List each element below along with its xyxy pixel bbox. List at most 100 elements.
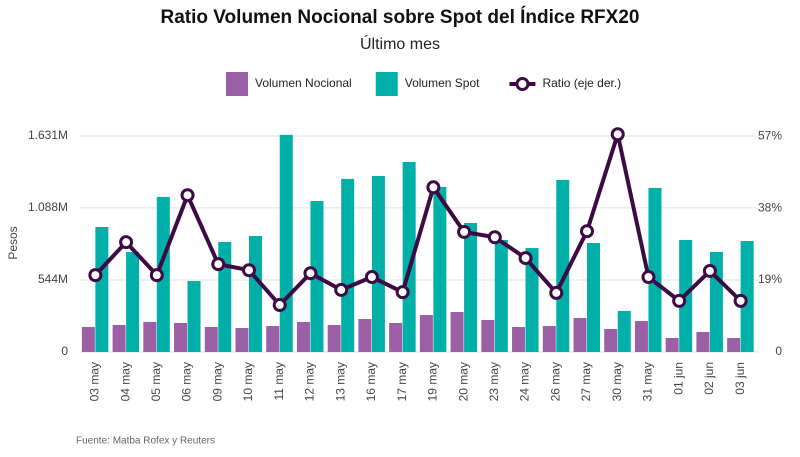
bar	[204, 326, 218, 352]
bar	[525, 248, 539, 352]
bar	[249, 235, 262, 352]
y2-tick-label: 19%	[758, 272, 782, 286]
x-tick-label: 20 may	[456, 362, 470, 401]
bar	[481, 319, 495, 352]
ratio-point	[580, 224, 594, 239]
ratio-point	[364, 270, 379, 285]
bar	[740, 241, 754, 352]
x-tick-label: 12 may	[303, 362, 317, 401]
x-tick-label: 30 may	[610, 362, 624, 401]
x-tick-label: 23 may	[487, 362, 501, 401]
legend-label: Volumen Spot	[405, 76, 480, 90]
ratio-point	[610, 127, 625, 142]
ratio-point	[426, 180, 441, 195]
ratio-point	[272, 298, 287, 313]
bar	[266, 326, 280, 352]
legend-label: Ratio (eje der.)	[542, 76, 621, 90]
x-tick-label: 24 may	[518, 362, 532, 401]
ratio-point	[641, 270, 656, 285]
bar	[279, 134, 293, 352]
chart-title: Ratio Volumen Nocional sobre Spot del Ín…	[161, 6, 640, 28]
bar	[389, 322, 403, 352]
bar	[604, 328, 618, 352]
bar	[126, 252, 140, 352]
legend-marker	[515, 77, 530, 91]
y-tick-label: 544M	[38, 272, 68, 286]
ratio-point	[180, 188, 195, 203]
ratio-point	[487, 230, 502, 245]
ratio-point	[518, 251, 533, 266]
x-tick-label: 04 may	[118, 362, 132, 401]
bar	[494, 239, 508, 352]
ratio-point	[457, 224, 472, 239]
y2-tick-label: 57%	[758, 128, 782, 142]
chart-subtitle: Último mes	[360, 34, 440, 53]
bar	[95, 226, 109, 352]
bar	[665, 337, 679, 352]
x-tick-label: 17 may	[395, 362, 409, 401]
bar	[81, 326, 95, 352]
y2-tick-label: 0	[775, 344, 782, 358]
x-tick-label: 02 jun	[702, 362, 716, 395]
ratio-point	[733, 293, 748, 308]
bar	[464, 223, 478, 352]
x-tick-label: 09 may	[210, 362, 224, 401]
y-tick-label: 0	[61, 344, 68, 358]
ratio-point	[549, 285, 564, 300]
ratio-point	[395, 285, 410, 300]
ratio-point	[242, 263, 256, 278]
bar	[341, 178, 355, 352]
bar	[112, 324, 126, 352]
bar	[235, 328, 249, 352]
bar	[187, 281, 201, 352]
ratio-point	[334, 282, 349, 297]
bar	[143, 321, 157, 352]
bar	[358, 319, 372, 352]
bar	[371, 176, 385, 352]
x-tick-label: 05 may	[149, 362, 163, 401]
ratio-point	[672, 293, 687, 308]
bar	[587, 243, 600, 352]
x-tick-label: 26 may	[548, 362, 562, 401]
ratio-point	[211, 257, 226, 272]
bar	[634, 321, 648, 352]
ratio-point	[702, 263, 717, 278]
bar	[402, 161, 416, 352]
bar	[556, 179, 570, 352]
ratio-point	[88, 268, 103, 283]
x-tick-label: 03 jun	[733, 362, 747, 395]
bar	[327, 324, 341, 352]
x-tick-label: 31 may	[641, 362, 655, 401]
bar	[648, 187, 662, 352]
y2-tick-label: 38%	[758, 200, 782, 214]
bar	[433, 186, 447, 352]
x-tick-label: 19 may	[426, 362, 440, 401]
x-tick-label: 06 may	[180, 362, 194, 401]
y-tick-label: 1.631M	[28, 128, 68, 142]
bar	[617, 310, 631, 352]
ratio-point	[303, 266, 318, 281]
x-tick-label: 16 may	[364, 362, 378, 401]
x-tick-label: 27 may	[579, 362, 593, 401]
bar	[174, 322, 188, 352]
bar	[727, 337, 741, 352]
bar	[696, 332, 710, 352]
legend-swatch	[375, 72, 398, 96]
x-tick-label: 03 may	[88, 362, 102, 401]
bar	[573, 317, 587, 352]
bar	[542, 326, 556, 352]
bar	[419, 315, 433, 352]
ratio-line	[93, 132, 743, 308]
source: Fuente: Matba Rofex y Reuters	[76, 436, 215, 447]
y-axis-label: Pesos	[6, 226, 20, 259]
x-tick-label: 01 jun	[671, 362, 685, 395]
ratio-point	[119, 235, 134, 250]
bar	[296, 321, 310, 352]
legend-swatch	[226, 72, 248, 96]
x-tick-label: 11 may	[272, 362, 286, 400]
ratio-point	[149, 268, 164, 283]
x-tick-label: 13 may	[333, 362, 347, 401]
y-tick-label: 1.088M	[28, 200, 68, 214]
bar	[450, 312, 464, 352]
